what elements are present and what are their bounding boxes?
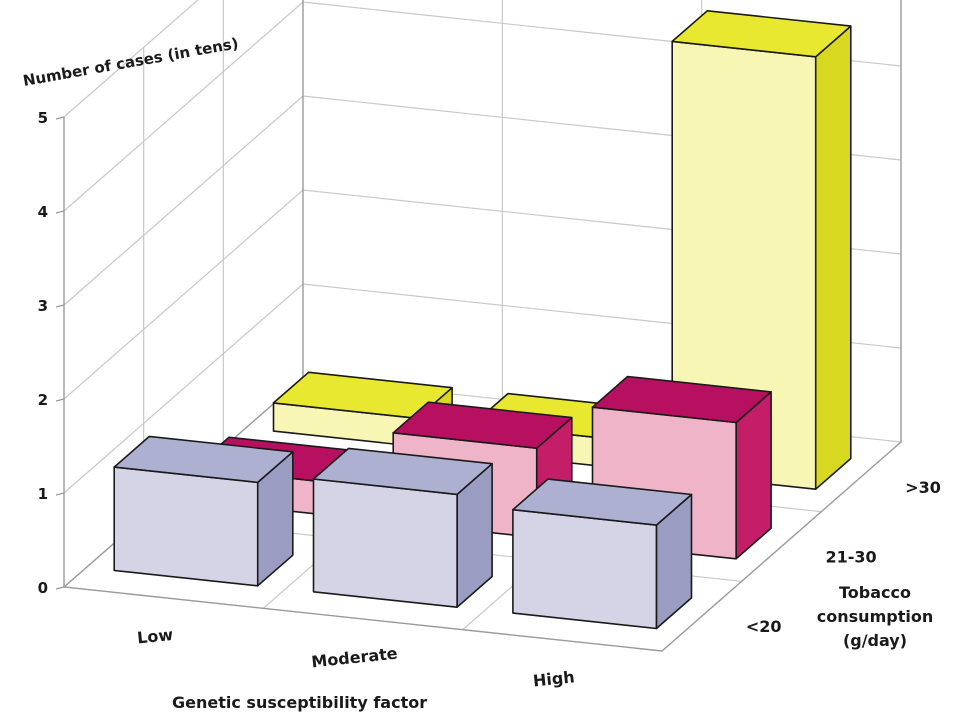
z-tick-mark (55, 210, 65, 214)
z-tick-mark (55, 116, 65, 120)
bar-high-series-1 (512, 478, 693, 630)
y-axis-title-line-3: (g/day) (843, 631, 907, 650)
bar-top (512, 478, 693, 526)
z-tick-label: 3 (38, 297, 48, 315)
z-axis-ticks: 0 1 2 3 4 5 (38, 109, 65, 597)
y-tick-label: >30 (905, 478, 941, 497)
x-tick-label: Moderate (310, 644, 398, 672)
bar-top (392, 401, 573, 450)
bar-low-series-1 (113, 435, 294, 587)
bar-side (814, 25, 852, 491)
z-tick-label: 4 (38, 203, 48, 221)
y-axis-title-line-2: consumption (817, 607, 933, 626)
z-tick-mark (55, 586, 65, 590)
bar-high-series-3 (671, 10, 852, 491)
z-tick-mark (55, 398, 65, 402)
bar-front (512, 508, 658, 630)
axis-frame (63, 0, 902, 652)
x-tick-label: High (532, 667, 575, 690)
z-tick-mark (55, 492, 65, 496)
bar-moderate-series-1 (312, 447, 493, 609)
z-tick-label: 5 (38, 109, 48, 127)
bar-top (591, 375, 772, 424)
bar-top (272, 371, 453, 420)
y-axis-ticks: <20 21-30 >30 (746, 478, 941, 636)
y-tick-label: <20 (746, 617, 782, 636)
x-axis-title: Genetic susceptibility factor (172, 693, 427, 712)
bar-front (113, 466, 259, 587)
bar-low-series-3 (272, 371, 453, 448)
bar-top (671, 10, 852, 58)
z-tick-label: 1 (38, 485, 48, 503)
y-tick-label: 21-30 (826, 548, 877, 567)
z-tick-mark (55, 304, 65, 308)
chart-bars (113, 10, 852, 630)
z-tick-label: 0 (38, 579, 48, 597)
z-tick-label: 2 (38, 391, 48, 409)
bar-top (113, 435, 294, 484)
bar-front (312, 478, 458, 609)
y-axis-title-line-1: Tobacco (839, 583, 911, 602)
x-tick-label: Low (136, 625, 174, 648)
bar-top (312, 447, 493, 496)
